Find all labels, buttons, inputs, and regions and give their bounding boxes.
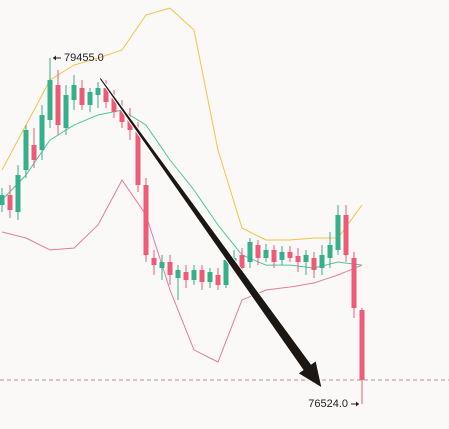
- candle-body: [319, 255, 325, 269]
- bollinger-bands: [1, 7, 363, 363]
- candle-body: [119, 110, 125, 122]
- annotation-pointer-head: [356, 401, 359, 407]
- candle-body: [127, 119, 133, 131]
- candle-body: [343, 215, 349, 256]
- candle-body: [239, 255, 245, 269]
- candle-body: [303, 255, 309, 262]
- candle-body: [87, 91, 93, 105]
- annotation-label: 79455.0: [64, 52, 104, 64]
- candle-body: [7, 195, 13, 211]
- candle-body: [215, 274, 221, 286]
- band-line: [1, 7, 363, 241]
- candle-body: [183, 272, 189, 281]
- candle-body: [191, 270, 197, 281]
- annotations: 79455.0 76524.0: [53, 52, 359, 410]
- candle-body: [271, 249, 277, 262]
- candle-body: [199, 270, 205, 283]
- candle-body: [143, 185, 149, 256]
- band-line: [1, 179, 363, 363]
- candle-body: [311, 257, 317, 271]
- candle-body: [159, 261, 165, 269]
- candles: [0, 58, 449, 404]
- candle-body: [287, 251, 293, 258]
- candle-body: [255, 244, 261, 258]
- annotation-label: 76524.0: [308, 398, 348, 410]
- candle-body: [247, 242, 253, 262]
- candle-body: [263, 249, 269, 258]
- candle-body: [31, 145, 37, 160]
- candle-body: [15, 174, 21, 213]
- candle-body: [295, 255, 301, 262]
- candle-body: [351, 257, 357, 309]
- candle-body: [47, 80, 53, 120]
- candle-body: [223, 259, 229, 286]
- drawn-arrow: [98, 76, 323, 390]
- candle-body: [207, 272, 213, 283]
- candle-body: [327, 244, 333, 258]
- candle-body: [135, 130, 141, 186]
- candle-body: [167, 261, 173, 275]
- candle-body: [63, 95, 69, 129]
- candle-body: [39, 115, 45, 151]
- band-line: [1, 109, 363, 269]
- candle-body: [71, 85, 77, 101]
- candle-body: [79, 87, 85, 105]
- candle-body: [175, 270, 181, 279]
- annotation-pointer-head: [53, 55, 56, 61]
- candle-body: [55, 85, 61, 126]
- candle-body: [103, 87, 109, 103]
- candle-body: [335, 215, 341, 250]
- candle-body: [151, 257, 157, 266]
- candle-body: [111, 98, 117, 113]
- candle-body: [95, 87, 101, 96]
- candle-body: [279, 251, 285, 260]
- candle-body: [23, 130, 29, 171]
- candle-body: [359, 310, 365, 381]
- candle-body: [0, 195, 5, 205]
